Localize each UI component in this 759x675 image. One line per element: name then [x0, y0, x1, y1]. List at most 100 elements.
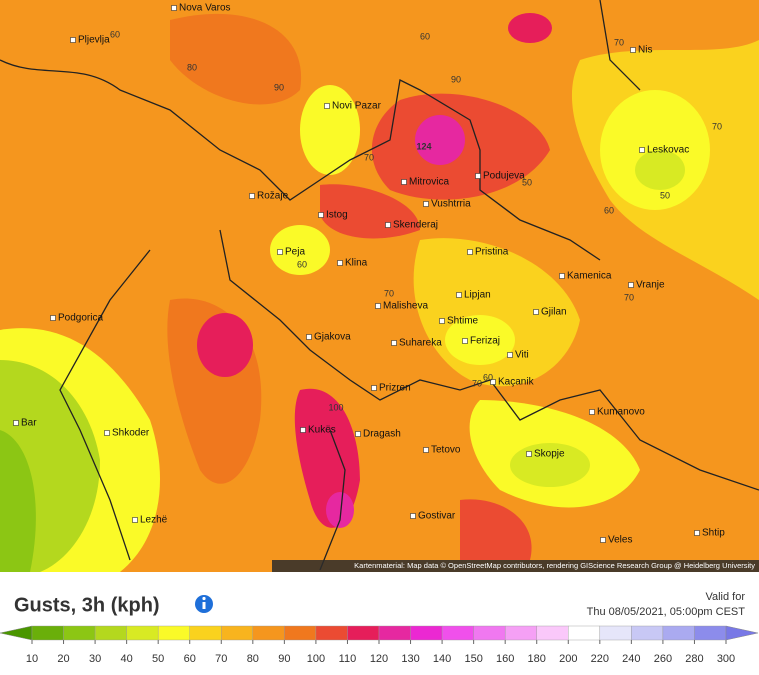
city-label: Prizren — [379, 383, 411, 394]
city-dot — [467, 249, 473, 255]
city-dot — [423, 201, 429, 207]
contour-label: 60 — [297, 259, 307, 269]
city-dot — [533, 309, 539, 315]
legend-tick-label: 130 — [401, 653, 419, 665]
legend-tick-label: 280 — [685, 653, 703, 665]
city-dot — [628, 282, 634, 288]
city-label: Kaçanik — [498, 377, 535, 388]
city-dot — [70, 37, 76, 43]
city-dot — [13, 420, 19, 426]
attribution-bg — [272, 560, 759, 572]
contour-label: 70 — [364, 152, 374, 162]
attribution: Kartenmaterial: Map data © OpenStreetMap… — [354, 561, 755, 570]
contour-label: 90 — [274, 82, 284, 92]
legend-swatch — [157, 625, 190, 641]
contour-label: 70 — [614, 37, 624, 47]
city-dot — [324, 103, 330, 109]
city-label: Mitrovica — [409, 177, 449, 188]
city-label: Shtip — [702, 528, 725, 539]
legend-swatch — [378, 625, 411, 641]
city-dot — [456, 292, 462, 298]
city-label: Skopje — [534, 449, 565, 460]
legend-tick-label: 160 — [496, 653, 514, 665]
city-dot — [337, 260, 343, 266]
city-dot — [306, 334, 312, 340]
city-label: Kumanovo — [597, 407, 645, 418]
legend-swatch — [662, 625, 695, 641]
legend-tick-label: 40 — [121, 653, 133, 665]
borders — [0, 0, 759, 571]
city-label: Ferizaj — [470, 336, 500, 347]
legend-swatch — [189, 625, 222, 641]
city-label: Gjilan — [541, 307, 567, 318]
legend-arrow — [725, 625, 759, 641]
city-label: Klina — [345, 258, 368, 269]
city-dot — [375, 303, 381, 309]
city-label: Lezhë — [140, 515, 168, 526]
legend-swatch — [63, 625, 96, 641]
legend-tick-label: 20 — [57, 653, 69, 665]
city-dot — [171, 5, 177, 11]
city-label: Pristina — [475, 247, 509, 258]
info-icon[interactable] — [195, 595, 213, 613]
legend-swatch — [536, 625, 569, 641]
contour-label: 60 — [604, 205, 614, 215]
city-label: Bar — [21, 418, 37, 429]
legend-swatch — [694, 625, 727, 641]
city-label: Pljevlja — [78, 35, 110, 46]
legend-tick-label: 120 — [370, 653, 388, 665]
city-label: Vushtrria — [431, 199, 471, 210]
contour-label: 70 — [624, 292, 634, 302]
legend-tick-label: 220 — [591, 653, 609, 665]
city-dot — [391, 340, 397, 346]
legend-tick-label: 60 — [184, 653, 196, 665]
city-label: Veles — [608, 535, 632, 546]
city-dot — [490, 379, 496, 385]
valid-label: Valid for — [705, 591, 745, 603]
legend-swatch — [94, 625, 127, 641]
contour-label: 100 — [328, 402, 343, 412]
city-dot — [132, 517, 138, 523]
contour-label: 80 — [187, 62, 197, 72]
legend-tick-label: 260 — [654, 653, 672, 665]
city-dot — [694, 530, 700, 536]
contour-label: 60 — [483, 372, 493, 382]
city-label: Vranje — [636, 280, 665, 291]
city-label: Shkoder — [112, 428, 150, 439]
city-dot — [423, 447, 429, 453]
legend-swatch — [631, 625, 664, 641]
legend-tick-label: 100 — [307, 653, 325, 665]
city-dot — [507, 352, 513, 358]
contour-label: 90 — [451, 74, 461, 84]
city-dot — [639, 147, 645, 153]
city-dot — [277, 249, 283, 255]
city-dot — [385, 222, 391, 228]
city-label: Shtime — [447, 316, 479, 327]
city-label: Nova Varos — [179, 3, 231, 14]
contour-label: 60 — [110, 29, 120, 39]
legend-swatch — [347, 625, 380, 641]
city-label: Podgorica — [58, 313, 103, 324]
legend-swatch — [284, 625, 317, 641]
legend-swatch — [504, 625, 537, 641]
city-label: Tetovo — [431, 445, 461, 456]
city-label: Kamenica — [567, 271, 612, 282]
legend-swatch — [410, 625, 443, 641]
city-label: Nis — [638, 45, 652, 56]
legend-tick-label: 110 — [339, 653, 357, 665]
legend-swatch — [126, 625, 159, 641]
city-label: Gostivar — [418, 511, 456, 522]
city-dot — [318, 212, 324, 218]
panel-title: Gusts, 3h (kph) — [14, 594, 160, 616]
city-dot — [630, 47, 636, 53]
city-label: Leskovac — [647, 145, 689, 156]
legend-tick-label: 30 — [89, 653, 101, 665]
legend-swatch — [599, 625, 632, 641]
city-dot — [600, 537, 606, 543]
city-label: Skenderaj — [393, 220, 438, 231]
legend-tick-label: 10 — [26, 653, 38, 665]
contour-label: 70 — [472, 378, 482, 388]
city-dot — [462, 338, 468, 344]
city-label: Dragash — [363, 429, 401, 440]
